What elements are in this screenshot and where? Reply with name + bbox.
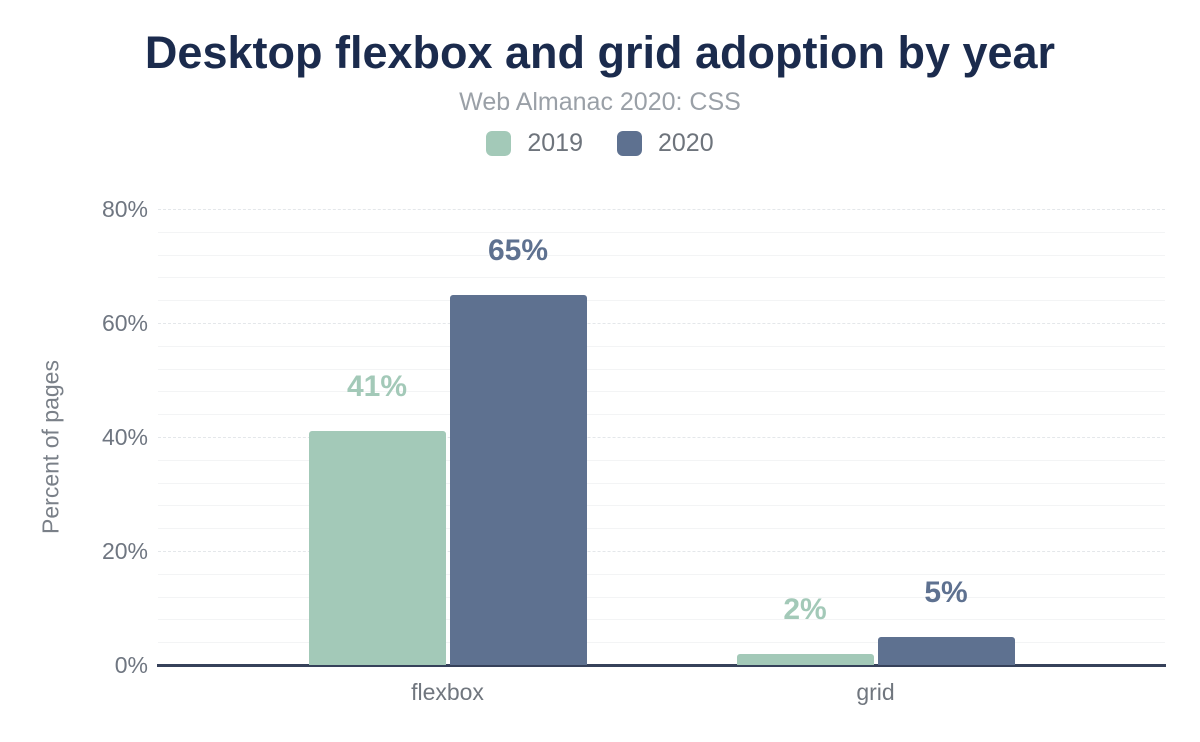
major-gridline: [158, 209, 1165, 210]
minor-gridline: [158, 596, 1165, 598]
bar-2019-flexbox[interactable]: [308, 431, 446, 665]
x-axis-line: [157, 664, 1166, 667]
value-label-2020-grid: 5%: [924, 575, 968, 609]
minor-gridline: [158, 642, 1165, 644]
minor-gridline: [158, 254, 1165, 256]
minor-gridline: [158, 345, 1165, 347]
y-tick-label: 0%: [114, 652, 148, 678]
legend: 2019 2020: [0, 129, 1200, 158]
x-category-label-flexbox: flexbox: [411, 679, 484, 705]
major-gridline: [158, 323, 1165, 324]
minor-gridline: [158, 459, 1165, 461]
minor-gridline: [158, 391, 1165, 393]
minor-gridline: [158, 277, 1165, 279]
major-gridline: [158, 437, 1165, 438]
legend-item-2020[interactable]: 2020: [617, 129, 714, 158]
chart-title: Desktop flexbox and grid adoption by yea…: [144, 27, 1056, 78]
legend-item-2019[interactable]: 2019: [486, 129, 583, 158]
minor-gridline: [158, 368, 1165, 370]
value-label-2020-flexbox: 65%: [487, 233, 549, 267]
bar-2020-flexbox[interactable]: [449, 294, 587, 665]
legend-swatch-2020: [617, 131, 642, 156]
legend-label: 2020: [658, 129, 714, 157]
chart-subtitle: Web Almanac 2020: CSS: [459, 88, 741, 116]
major-gridline: [158, 551, 1165, 552]
y-tick-label: 40%: [101, 424, 148, 450]
value-label-2019-grid: 2%: [783, 592, 827, 626]
minor-gridline: [158, 300, 1165, 302]
legend-label: 2019: [527, 129, 583, 157]
bar-2019-grid[interactable]: [736, 653, 874, 665]
y-tick-label: 60%: [101, 310, 148, 336]
minor-gridline: [158, 231, 1165, 233]
minor-gridline: [158, 482, 1165, 484]
y-tick-label: 80%: [101, 196, 148, 222]
y-tick-label: 20%: [101, 538, 148, 564]
minor-gridline: [158, 505, 1165, 507]
minor-gridline: [158, 619, 1165, 621]
minor-gridline: [158, 573, 1165, 575]
legend-swatch-2019: [486, 131, 512, 156]
minor-gridline: [158, 414, 1165, 416]
x-category-label-grid: grid: [856, 679, 895, 705]
minor-gridline: [158, 528, 1165, 530]
bar-2020-grid[interactable]: [877, 636, 1015, 665]
value-label-2019-flexbox: 41%: [346, 370, 408, 404]
